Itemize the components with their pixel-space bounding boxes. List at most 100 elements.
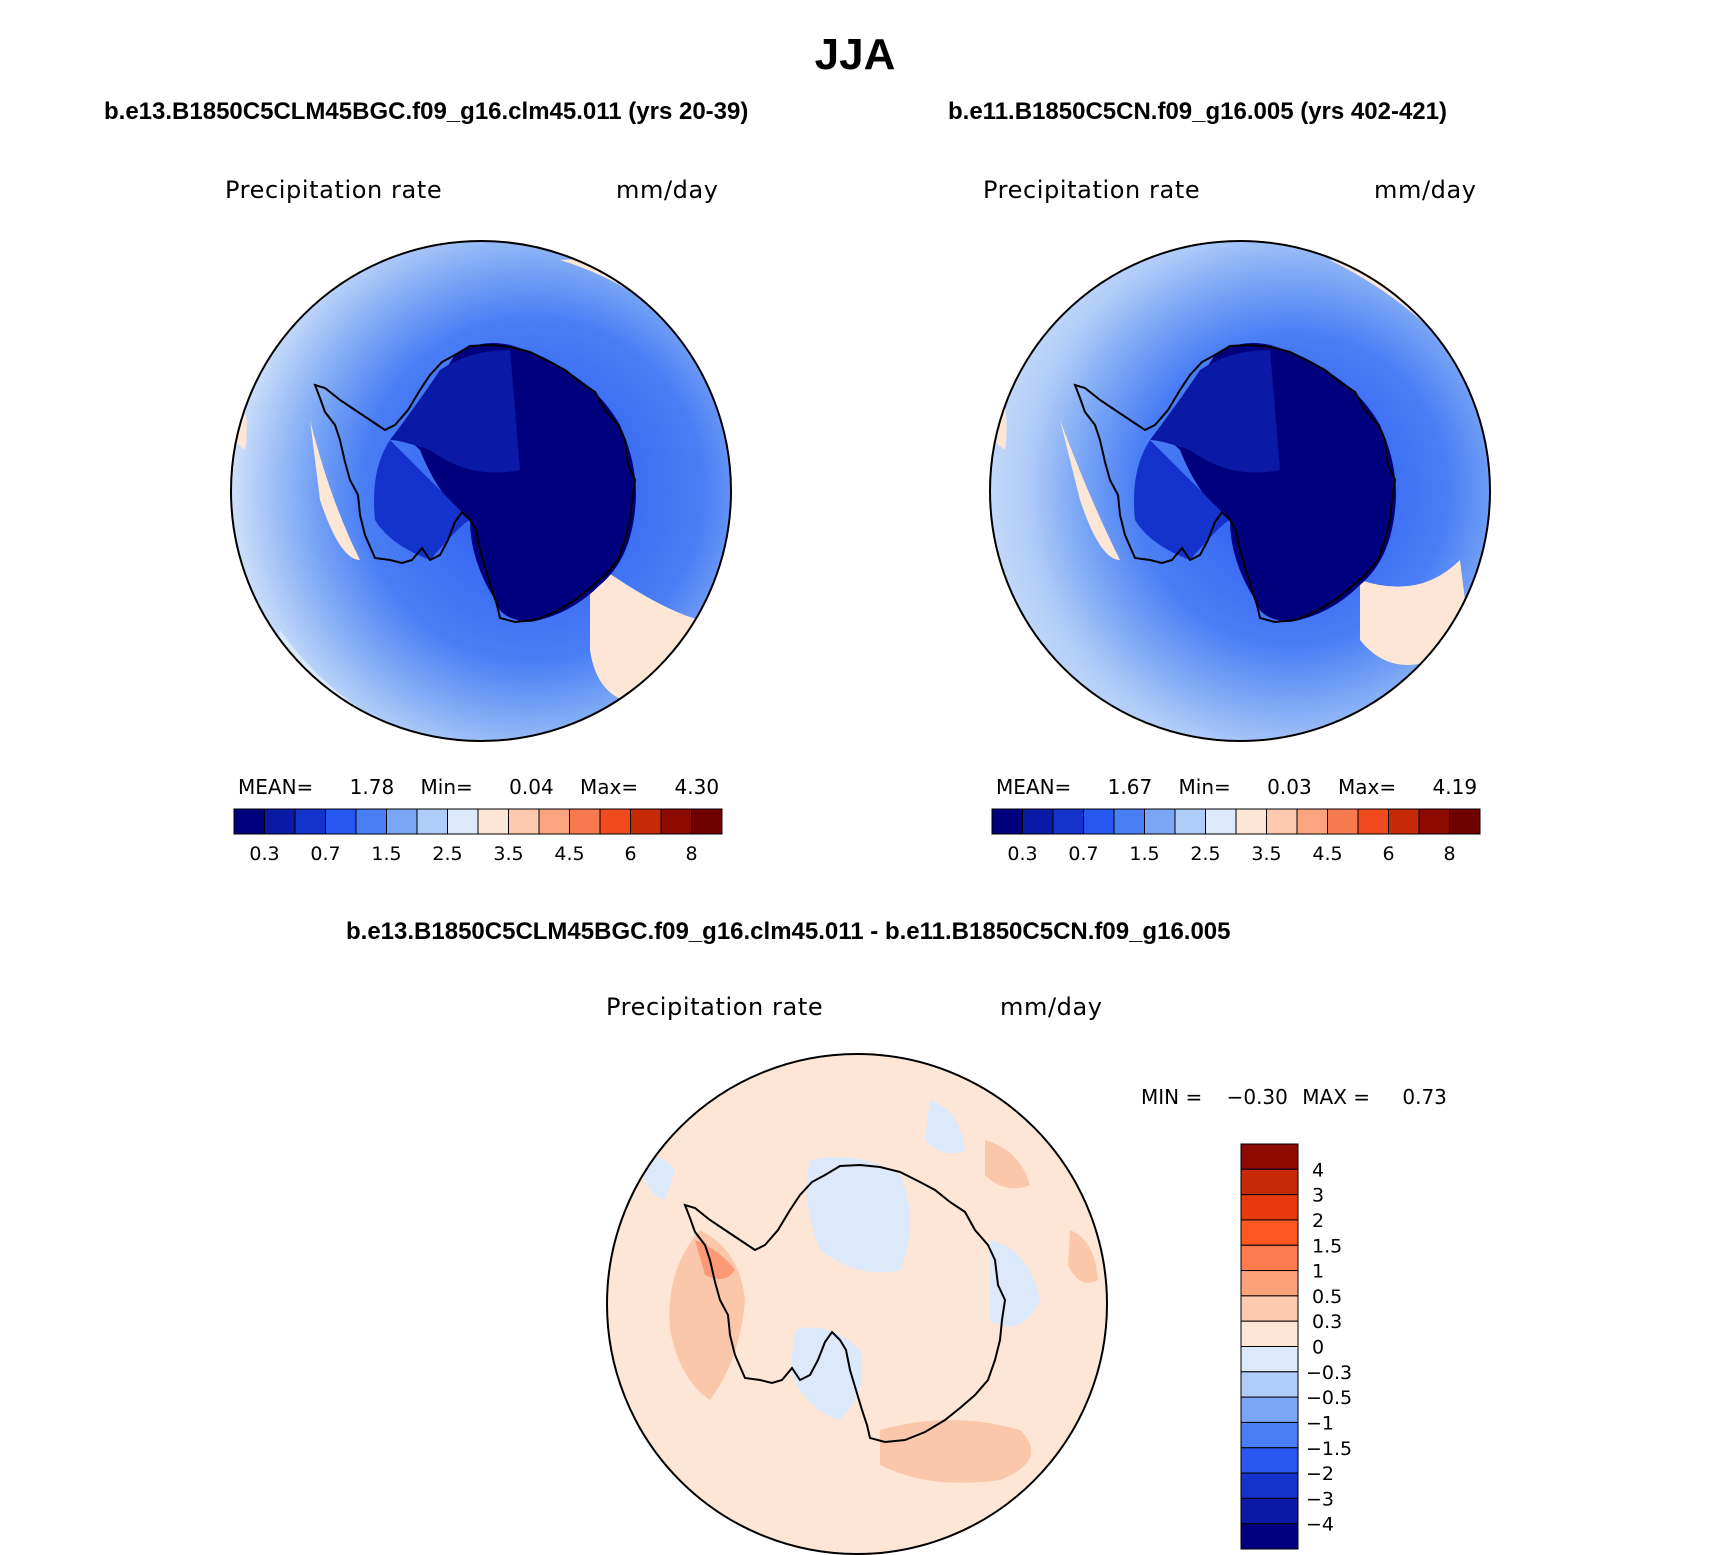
panel1-max-label: Max=	[580, 775, 639, 799]
panel1-min-label: Min=	[420, 775, 473, 799]
panel2-colorbar-swatch	[1205, 808, 1237, 835]
panel1-colorbar-swatch	[325, 808, 357, 835]
panel2-colorbar-tick-label: 3.5	[1251, 843, 1281, 865]
diff-colorbar-tick-label: 3	[1312, 1185, 1324, 1207]
diff-units-label: mm/day	[1000, 993, 1103, 1021]
panel1-colorbar-swatch	[660, 808, 692, 835]
panel2-case-title: b.e11.B1850C5CN.f09_g16.005 (yrs 402-421…	[948, 98, 1447, 125]
diff-map-border	[606, 1053, 1108, 1555]
panel2-colorbar-swatch	[1418, 808, 1450, 835]
diff-colorbar-tick-label: −1.5	[1306, 1438, 1352, 1460]
panel2-colorbar-swatch	[1144, 808, 1176, 835]
diff-coastline	[683, 1163, 1007, 1444]
diff-colorbar-tick-label: −0.5	[1306, 1387, 1352, 1409]
diff-colorbar-swatch	[1240, 1295, 1299, 1322]
diff-colorbar-swatch	[1240, 1421, 1299, 1449]
panel1-colorbar-swatch	[416, 808, 448, 835]
diff-colorbar-tick-label: 1	[1312, 1261, 1324, 1283]
diff-colorbar-swatch	[1240, 1447, 1299, 1474]
panel1-colorbar-swatch	[569, 808, 601, 835]
diff-colorbar-tick-label: 1.5	[1312, 1235, 1342, 1257]
diff-colorbar-swatch	[1240, 1270, 1299, 1297]
diff-colorbar-tick-label: −1	[1306, 1412, 1334, 1434]
panel1-colorbar-tick-label: 6	[624, 843, 636, 865]
diff-max-value: 0.73	[1402, 1085, 1447, 1109]
panel2-colorbar-swatch	[1449, 808, 1481, 835]
diff-colorbar-tick-label: −0.3	[1306, 1362, 1352, 1384]
panel2-max-label: Max=	[1338, 775, 1397, 799]
diff-colorbar-swatch	[1240, 1320, 1299, 1347]
panel2-colorbar-tick-label: 8	[1443, 843, 1455, 865]
panel1-min-value: 0.04	[509, 775, 554, 799]
panel2-colorbar-swatch	[1296, 808, 1328, 835]
panel1-colorbar-swatch	[477, 808, 509, 835]
panel2-colorbar: 0.3 0.7 1.5 2.5 3.5 4.5 6 8	[991, 808, 1481, 865]
panel1-colorbar-tick-label: 4.5	[554, 843, 584, 865]
diff-colorbar-tick-label: 0	[1312, 1337, 1324, 1359]
panel2-colorbar-swatch	[1235, 808, 1267, 835]
panel1-colorbar-swatch	[386, 808, 418, 835]
panel1-coastline	[313, 343, 637, 624]
diff-colorbar-tick-label: 0.5	[1312, 1286, 1342, 1308]
diff-colorbar-tick-label: −2	[1306, 1463, 1334, 1485]
diff-colorbar: 4 3 2 1.5 1 0.5 0.3 0 −0.3 −0.5 −1 −1.5 −2 −3 −4	[1240, 1143, 1352, 1550]
panel2-colorbar-swatch	[1174, 808, 1206, 835]
panel2-mean-value: 1.67	[1107, 775, 1153, 799]
panel1-colorbar-swatch	[355, 808, 387, 835]
figure-title: JJA	[814, 30, 896, 79]
panel1-colorbar-tick-label: 2.5	[432, 843, 462, 865]
diff-colorbar-tick-label: −4	[1306, 1514, 1334, 1536]
panel2-colorbar-swatch	[1083, 808, 1115, 835]
panel2-colorbar-swatch	[1327, 808, 1359, 835]
panel2-map-border	[989, 240, 1491, 742]
diff-colorbar-swatch	[1240, 1244, 1299, 1272]
panel1-map-border	[230, 240, 732, 742]
panel1-colorbar-tick-label: 8	[685, 843, 697, 865]
panel1-colorbar-tick-label: 3.5	[493, 843, 523, 865]
panel2-colorbar-tick-label: 6	[1382, 843, 1394, 865]
panel2-colorbar-tick-label: 1.5	[1129, 843, 1159, 865]
panel1-colorbar-swatch	[538, 808, 570, 835]
diff-colorbar-swatch	[1240, 1472, 1299, 1499]
panel2-colorbar-swatch	[1052, 808, 1084, 835]
panel2-min-value: 0.03	[1267, 775, 1312, 799]
panel2-mean-label: MEAN=	[996, 775, 1072, 799]
diff-colorbar-tick-label: −3	[1306, 1488, 1334, 1510]
panel2-min-label: Min=	[1178, 775, 1231, 799]
panel2-colorbar-tick-label: 0.7	[1068, 843, 1098, 865]
panel2-colorbar-swatch	[1113, 808, 1145, 835]
diff-colorbar-swatch	[1240, 1168, 1299, 1196]
panel1-units-label: mm/day	[616, 176, 719, 204]
panel1-stats: MEAN= 1.78 Min= 0.04 Max= 4.30	[238, 775, 719, 799]
diff-case-title: b.e13.B1850C5CLM45BGC.f09_g16.clm45.011 …	[346, 918, 1231, 945]
panel2-max-value: 4.19	[1432, 775, 1478, 799]
diff-min-value: −0.30	[1226, 1085, 1288, 1109]
panel2-colorbar-swatch	[1388, 808, 1420, 835]
panel1-colorbar-swatch	[599, 808, 631, 835]
diff-max-label: MAX =	[1302, 1085, 1371, 1109]
diff-colorbar-tick-label: 4	[1312, 1159, 1324, 1181]
diff-colorbar-swatch	[1240, 1497, 1299, 1525]
diff-min-label: MIN =	[1141, 1085, 1203, 1109]
panel2-units-label: mm/day	[1374, 176, 1477, 204]
panel1-variable-label: Precipitation rate	[225, 176, 443, 204]
diff-colorbar-swatch	[1240, 1396, 1299, 1423]
diff-colorbar-swatch	[1240, 1371, 1299, 1398]
panel1-colorbar-swatch	[233, 808, 265, 835]
panel1-mean-value: 1.78	[349, 775, 395, 799]
panel1-colorbar-tick-label: 0.3	[249, 843, 279, 865]
panel2-coastline	[1073, 343, 1397, 624]
panel1-colorbar-swatch	[264, 808, 296, 835]
panel1-colorbar-swatch	[447, 808, 479, 835]
panel1-colorbar-swatch	[630, 808, 662, 835]
panel2-colorbar-swatch	[1266, 808, 1298, 835]
panel2-colorbar-tick-label: 4.5	[1312, 843, 1342, 865]
panel2-colorbar-tick-label: 0.3	[1007, 843, 1037, 865]
panel1-mean-label: MEAN=	[238, 775, 314, 799]
diff-colorbar-swatch	[1240, 1346, 1299, 1373]
panel2-map	[990, 241, 1490, 741]
panel2-colorbar-tick-label: 2.5	[1190, 843, 1220, 865]
diff-colorbar-swatch	[1240, 1194, 1299, 1221]
diff-variable-label: Precipitation rate	[606, 993, 824, 1021]
